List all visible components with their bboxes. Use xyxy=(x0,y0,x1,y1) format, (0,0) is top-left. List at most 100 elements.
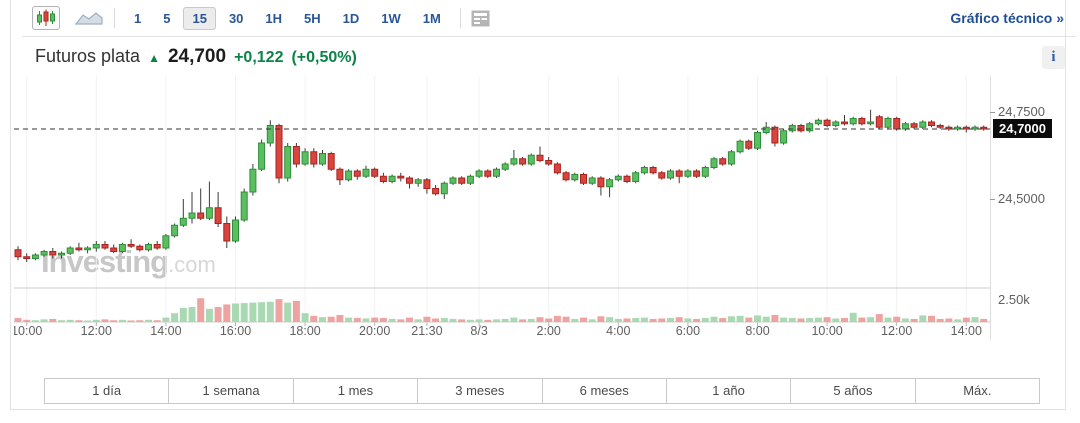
info-icon[interactable]: i xyxy=(1042,46,1065,69)
volume-axis-label: 2.50k xyxy=(998,292,1030,307)
candle-body xyxy=(423,179,431,189)
range-5-a-os[interactable]: 5 años xyxy=(791,379,916,403)
candle-body xyxy=(458,177,466,184)
candle-body xyxy=(145,244,152,251)
volume-bar xyxy=(693,318,701,322)
timeframe-30[interactable]: 30 xyxy=(228,10,244,26)
candle-body xyxy=(345,170,353,181)
candle-body xyxy=(162,235,170,249)
candle-body xyxy=(736,140,744,153)
volume-bar xyxy=(58,320,65,322)
candle-body xyxy=(571,174,579,181)
area-chart-icon[interactable] xyxy=(74,6,104,30)
volume-bar xyxy=(536,317,544,322)
candle-body xyxy=(867,121,875,125)
candle-body xyxy=(675,170,683,177)
timeframe-5[interactable]: 5 xyxy=(163,10,171,26)
volume-bar xyxy=(292,300,300,322)
candle-body xyxy=(614,175,622,181)
candle-body xyxy=(406,177,413,184)
candlestick-chart-icon[interactable] xyxy=(32,6,60,30)
timeframe-1w[interactable]: 1W xyxy=(381,10,401,26)
candle-body xyxy=(588,177,596,184)
volume-bar xyxy=(449,318,457,322)
candle-body xyxy=(440,182,448,195)
volume-bar xyxy=(440,318,448,322)
candle-body xyxy=(336,168,344,181)
range-m-x-[interactable]: Máx. xyxy=(915,379,1039,403)
range-6-meses[interactable]: 6 meses xyxy=(542,379,667,403)
volume-bar xyxy=(205,308,213,322)
range-selector: 1 día 1 semana 1 mes 3 meses 6 meses 1 año 5 a… xyxy=(44,378,1040,404)
range-3-meses[interactable]: 3 meses xyxy=(418,379,543,403)
volume-bar xyxy=(319,317,326,322)
volume-bar xyxy=(362,318,370,322)
volume-bar xyxy=(466,319,474,322)
timeframe-1h[interactable]: 1H xyxy=(265,10,283,26)
price-axis-tick xyxy=(990,199,995,200)
x-axis-label: 18:00 xyxy=(289,324,320,338)
volume-bar xyxy=(118,319,126,322)
candle-body xyxy=(153,244,161,249)
volume-bar xyxy=(632,318,640,322)
candle-body xyxy=(684,170,692,177)
volume-bar xyxy=(806,318,814,322)
range-1-d-a[interactable]: 1 día xyxy=(45,379,170,403)
volume-bar xyxy=(162,317,170,322)
timeframe-1m[interactable]: 1M xyxy=(422,10,441,26)
candle-body xyxy=(475,170,483,177)
candle-body xyxy=(519,158,527,165)
volume-bar xyxy=(493,319,500,322)
volume-bar xyxy=(345,317,353,322)
volume-bar xyxy=(388,318,396,322)
volume-bar xyxy=(667,318,674,322)
x-axis-label: 8/3 xyxy=(470,324,487,338)
timeframe-15[interactable]: 15 xyxy=(183,6,216,30)
volume-bar xyxy=(841,318,848,322)
candle-body xyxy=(284,146,292,179)
range-1-semana[interactable]: 1 semana xyxy=(169,379,294,403)
range-1-mes[interactable]: 1 mes xyxy=(293,379,419,403)
x-axis-label: 10:00 xyxy=(811,324,842,338)
candle-body xyxy=(527,154,535,165)
volume-bar xyxy=(266,301,274,322)
candle-body xyxy=(40,251,48,256)
x-axis-label: 21:30 xyxy=(411,324,442,338)
volume-bar xyxy=(49,318,57,322)
timeframe-selector: 1 5 15 30 1H 5H 1D 1W 1M xyxy=(125,6,450,30)
range-1-a-o[interactable]: 1 año xyxy=(666,379,792,403)
volume-bars xyxy=(14,298,988,322)
candle-body xyxy=(136,245,144,251)
chevron-right-icon: » xyxy=(1056,10,1064,26)
volume-bar xyxy=(475,319,483,322)
volume-bar xyxy=(310,315,318,322)
candle-body xyxy=(858,118,866,125)
volume-bar xyxy=(101,319,109,322)
volume-bar xyxy=(327,316,335,322)
news-panel-icon[interactable] xyxy=(471,10,490,27)
timeframe-5h[interactable]: 5H xyxy=(304,10,321,26)
timeframe-1[interactable]: 1 xyxy=(134,10,142,26)
candlestick-chart[interactable]: 10:00 12:00 14:00 16:00 18:00 20:00 21:30 8/3 2:… xyxy=(14,76,990,340)
volume-bar xyxy=(301,313,309,322)
volume-bar xyxy=(14,318,22,322)
volume-bar xyxy=(823,317,831,322)
volume-bar xyxy=(127,320,135,322)
candle-body xyxy=(101,244,109,249)
timeframe-1d[interactable]: 1D xyxy=(342,10,360,26)
candle-body xyxy=(875,116,883,128)
candle-body xyxy=(954,126,962,130)
technical-chart-link[interactable]: Gráfico técnico » xyxy=(950,10,1064,26)
candle-body xyxy=(893,118,901,130)
x-axis-label: 14:00 xyxy=(150,324,181,338)
candle-body xyxy=(379,175,387,182)
volume-bar xyxy=(936,318,944,322)
volume-bar xyxy=(249,302,257,322)
volume-bar xyxy=(397,319,405,322)
volume-bar xyxy=(23,319,31,322)
candle-body xyxy=(301,151,309,165)
volume-bar xyxy=(232,303,239,322)
candle-body xyxy=(84,247,92,251)
candle-body xyxy=(319,153,326,165)
volume-bar xyxy=(910,318,918,322)
